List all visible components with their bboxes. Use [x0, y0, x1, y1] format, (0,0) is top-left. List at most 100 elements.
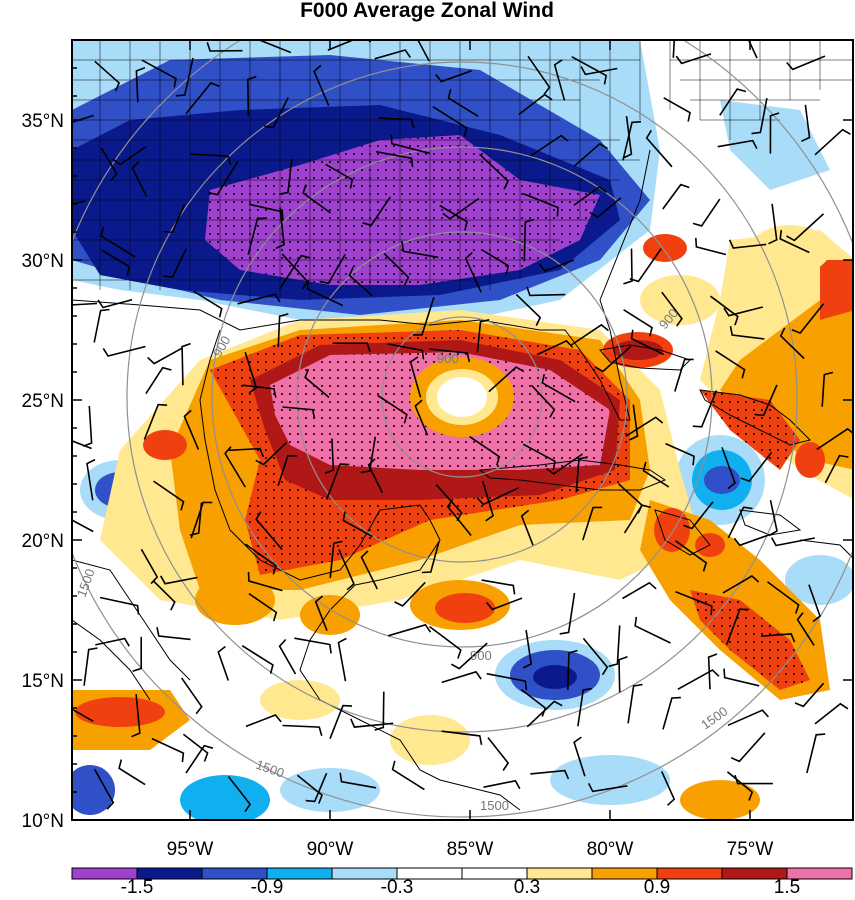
wind-barb [814, 702, 849, 725]
wind-barb [282, 724, 323, 737]
wind-barb [350, 718, 394, 728]
wind-barb [101, 249, 131, 276]
wind-barb [481, 579, 516, 595]
wind-barb [72, 114, 94, 124]
wind-barb [224, 446, 246, 488]
wind-barb [208, 160, 239, 196]
lon-tick-label: 85°W [447, 839, 494, 860]
wind-barb [281, 253, 309, 290]
wind-barb [675, 53, 712, 65]
wind-barb [279, 159, 293, 195]
wind-barb [526, 286, 566, 297]
wind-barb [237, 293, 281, 305]
wind-barb [338, 549, 355, 591]
wind-barb [93, 768, 115, 810]
wind-barb [469, 435, 501, 466]
wind-barb [153, 480, 185, 511]
wind-barb [314, 595, 328, 631]
lat-tick-label: 30°N [22, 251, 64, 272]
wind-barb [319, 253, 346, 285]
wind-barb [306, 279, 344, 307]
wind-barb [530, 384, 556, 418]
wind-barb [383, 252, 410, 286]
wind-barb [522, 629, 533, 669]
wind-barb [244, 351, 258, 394]
wind-barb [374, 49, 411, 60]
wind-barb [241, 645, 274, 674]
wind-barb [305, 772, 328, 803]
wind-barb [662, 696, 681, 730]
lon-tick-label: 90°W [307, 839, 354, 860]
wind-barb [573, 736, 586, 777]
wind-barb [313, 64, 330, 107]
wind-barb [479, 153, 509, 190]
wind-barb [642, 461, 670, 488]
wind-barb [464, 251, 482, 293]
wind-barb [729, 326, 765, 340]
wind-barb [692, 390, 718, 428]
wind-barb [97, 298, 133, 309]
wind-barb [665, 442, 695, 466]
wind-barb [360, 550, 379, 590]
lon-tick-label: 95°W [167, 839, 214, 860]
wind-barb [255, 442, 287, 466]
wind-barb [675, 540, 708, 572]
wind-barb [627, 683, 643, 724]
wind-barb [377, 394, 408, 424]
wind-barb [634, 616, 671, 644]
wind-barb [761, 633, 796, 643]
wind-barb [623, 309, 653, 337]
colorbar-swatch [786, 867, 853, 880]
wind-barb [447, 89, 479, 117]
wind-barb [72, 519, 94, 533]
wind-barb [394, 581, 426, 607]
wind-barb [770, 537, 815, 547]
wind-barb [582, 506, 603, 541]
wind-barb [337, 637, 347, 682]
wind-barb [246, 75, 257, 116]
wind-barb [683, 501, 714, 530]
wind-barb [182, 733, 209, 762]
wind-barb [227, 776, 252, 813]
wind-barb [662, 183, 690, 210]
wind-barb [707, 653, 718, 690]
wind-barb [160, 575, 198, 585]
colorbar-label: 1.5 [774, 877, 800, 898]
wind-barb [414, 399, 429, 436]
wind-barb [821, 371, 834, 407]
wind-barb [541, 373, 576, 403]
wind-barb [228, 447, 265, 458]
wind-barb [432, 106, 468, 137]
wind-barb [779, 327, 805, 360]
wind-barb [409, 356, 422, 398]
wind-barb [441, 730, 483, 745]
wind-barb [147, 347, 183, 365]
wind-barb [429, 625, 462, 659]
wind-barb [808, 584, 821, 623]
wind-barb [794, 682, 825, 708]
lat-tick-label: 15°N [22, 671, 64, 692]
wind-barb [570, 323, 609, 347]
wind-barb [421, 541, 440, 574]
wind-barb [796, 612, 815, 646]
wind-barb [527, 55, 551, 95]
wind-barb [800, 104, 811, 143]
wind-barb [530, 769, 570, 780]
wind-barb [412, 296, 435, 336]
wind-barb [622, 581, 657, 600]
wind-barb [348, 266, 373, 297]
wind-barb [523, 218, 535, 262]
ring-label: 900 [437, 351, 459, 366]
wind-barb [786, 213, 825, 242]
wind-barb [242, 384, 277, 398]
wind-barb [145, 366, 172, 395]
wind-barb [163, 204, 186, 234]
wind-barb [141, 59, 177, 88]
wind-barb [446, 498, 472, 537]
ring-label: 1500 [480, 798, 509, 813]
wind-barb [429, 348, 471, 363]
wind-barb [277, 313, 289, 348]
wind-barb [72, 708, 94, 722]
wind-barb [163, 248, 187, 279]
